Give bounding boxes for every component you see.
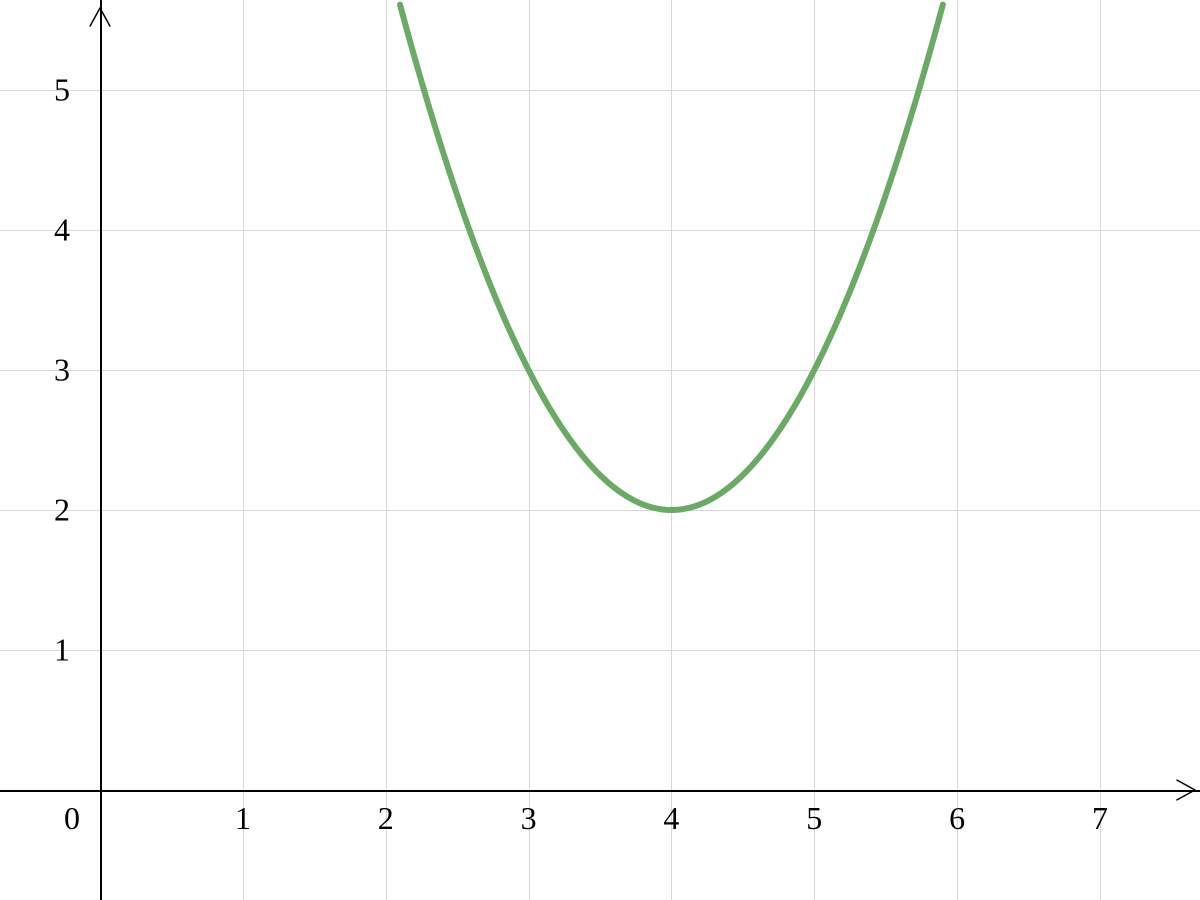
- grid-line-vertical: [1100, 0, 1101, 900]
- x-tick-label: 6: [949, 800, 965, 837]
- x-tick-label: 0: [64, 800, 80, 837]
- grid-line-horizontal: [0, 370, 1200, 371]
- grid-line-horizontal: [0, 230, 1200, 231]
- x-axis: [0, 790, 1200, 792]
- chart-container: 0 1 2 3 4 5 6 7 1 2 3 4 5: [0, 0, 1200, 900]
- curve-layer: [0, 0, 1200, 900]
- grid-line-vertical: [814, 0, 815, 900]
- x-tick-label: 3: [521, 800, 537, 837]
- grid-line-vertical: [243, 0, 244, 900]
- grid-line-vertical: [529, 0, 530, 900]
- grid-line-horizontal: [0, 90, 1200, 91]
- x-tick-label: 7: [1092, 800, 1108, 837]
- grid-line-vertical: [957, 0, 958, 900]
- x-tick-label: 2: [378, 800, 394, 837]
- x-tick-label: 5: [806, 800, 822, 837]
- y-axis-arrow-icon: [100, 26, 136, 62]
- y-tick-label: 1: [54, 632, 70, 669]
- y-tick-label: 2: [54, 492, 70, 529]
- x-tick-label: 4: [663, 800, 679, 837]
- y-tick-label: 3: [54, 352, 70, 389]
- grid-line-vertical: [386, 0, 387, 900]
- y-axis: [100, 0, 102, 900]
- grid-line-horizontal: [0, 510, 1200, 511]
- grid-line-horizontal: [0, 650, 1200, 651]
- grid-line-vertical: [671, 0, 672, 900]
- y-tick-label: 5: [54, 72, 70, 109]
- y-tick-label: 4: [54, 212, 70, 249]
- x-tick-label: 1: [235, 800, 251, 837]
- x-axis-arrow-icon: [1177, 790, 1200, 826]
